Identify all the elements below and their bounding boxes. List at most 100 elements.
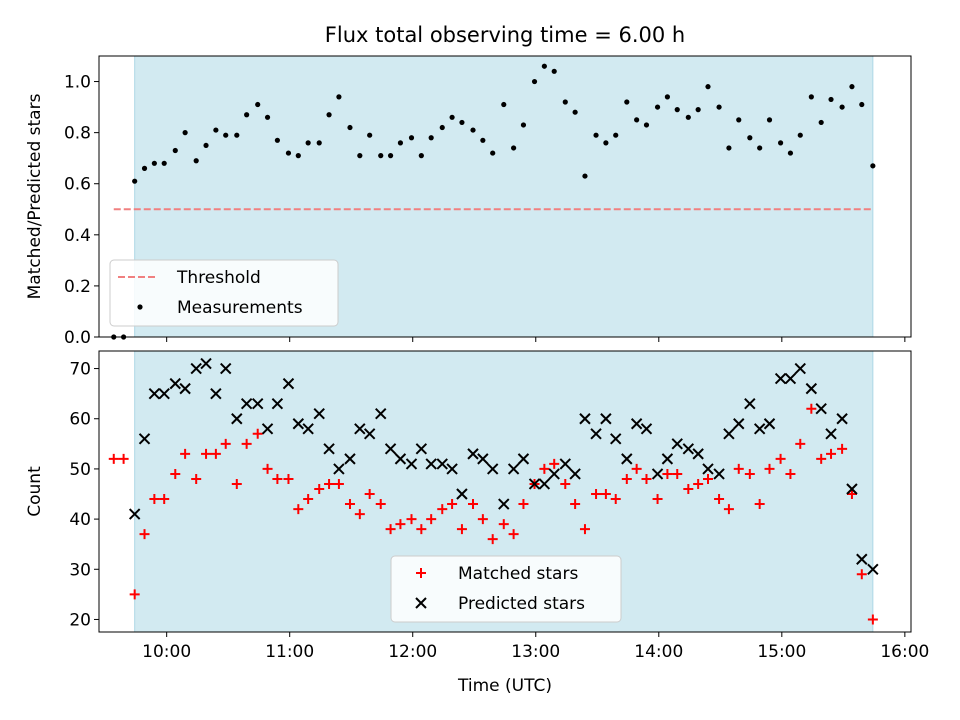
matched-star-point [806, 403, 817, 414]
predicted-star-point [579, 413, 591, 425]
matched-star-point [600, 489, 611, 500]
predicted-star-point [436, 458, 448, 470]
measurement-point [766, 117, 773, 123]
predicted-star-point [702, 463, 714, 475]
predicted-star-point [559, 458, 571, 470]
matched-star-point [662, 468, 673, 479]
measurement-point [326, 112, 332, 118]
predicted-star-point [128, 508, 141, 520]
predicted-star-point [713, 468, 725, 480]
measurement-point [797, 132, 803, 138]
matched-star-point [621, 473, 632, 484]
matched-star-point [733, 463, 744, 474]
matched-star-point [210, 448, 221, 459]
matched-star-point [549, 458, 560, 469]
predicted-star-point [477, 453, 489, 465]
legend-box [109, 259, 339, 327]
measurement-point [562, 99, 568, 105]
measurement-point [295, 153, 301, 159]
measurement-point [223, 132, 229, 138]
predicted-star-point [313, 408, 325, 420]
matched-star-point [437, 504, 448, 515]
matched-star-point [775, 453, 786, 464]
x-tick-label: 13:00 [511, 642, 560, 662]
measurement-point [244, 112, 250, 118]
series-predicted-stars [128, 357, 879, 575]
predicted-star-point [784, 372, 797, 385]
matched-star-point [149, 494, 160, 505]
matched-star-point [180, 448, 191, 459]
predicted-star-point [220, 362, 232, 375]
matched-star-point [426, 514, 437, 525]
measurement-point [654, 104, 661, 110]
measurement-point [470, 127, 476, 133]
x-tick-label: 15:00 [757, 642, 806, 662]
predicted-star-point [271, 397, 284, 410]
measurement-point [777, 140, 784, 146]
measurement-point [480, 137, 486, 143]
matched-star-point [395, 519, 406, 530]
predicted-star-point [415, 443, 428, 455]
matched-star-point [785, 468, 796, 479]
y-tick-label: 0.0 [64, 328, 91, 348]
measurement-point [132, 178, 138, 184]
measurement-point [459, 119, 465, 126]
matched-star-point [118, 453, 129, 464]
matched-star-point [354, 509, 365, 520]
predicted-star-point [600, 413, 612, 425]
series-matched-stars [108, 403, 878, 625]
measurement-point [705, 84, 711, 90]
matched-star-point [262, 463, 273, 474]
measurement-point [234, 132, 240, 138]
matched-star-point [816, 453, 827, 464]
y-tick-label: 40 [69, 510, 91, 530]
matched-star-point [375, 499, 386, 510]
measurement-point [808, 94, 814, 100]
matched-star-point [683, 483, 694, 494]
measurement-point [357, 153, 363, 159]
y-axis-label: Count [25, 466, 45, 517]
measurement-point [305, 140, 311, 146]
measurement-point [582, 173, 588, 179]
measurement-point [828, 96, 834, 103]
matched-star-point [487, 534, 498, 545]
y-tick-label: 0.6 [64, 175, 91, 195]
matched-star-point [856, 569, 867, 580]
predicted-star-point [261, 423, 274, 435]
measurement-point [285, 150, 292, 156]
matched-star-point [518, 499, 529, 510]
matched-star-point [314, 483, 325, 494]
measurement-point [213, 127, 219, 133]
matched-star-point [631, 463, 642, 474]
matched-star-point [293, 504, 304, 515]
measurement-point [501, 101, 507, 108]
predicted-star-point [446, 463, 458, 475]
legend-measurement-swatch [137, 304, 143, 310]
predicted-star-point [763, 418, 776, 430]
predicted-star-point [723, 428, 735, 440]
matched-star-point [272, 473, 283, 484]
measurement-point [664, 94, 671, 100]
predicted-star-point [815, 402, 827, 415]
matched-star-point [610, 494, 621, 505]
y-tick-label: 60 [69, 410, 91, 430]
matched-star-point [846, 489, 857, 500]
axes-frame [98, 55, 912, 338]
measurement-point [695, 107, 701, 113]
matched-star-point [579, 524, 590, 535]
measurement-point [511, 145, 517, 151]
predicted-star-point [640, 423, 653, 435]
predicted-star-point [836, 413, 848, 425]
measurement-point [787, 150, 794, 156]
y-tick-label: 50 [69, 460, 91, 480]
measurement-point [182, 130, 188, 136]
matched-star-point [744, 468, 755, 479]
matched-star-point [714, 494, 725, 505]
x-tick-label: 12:00 [388, 642, 437, 662]
measurement-point [572, 109, 578, 115]
measurement-point [593, 132, 599, 138]
measurement-point [397, 140, 404, 146]
legend-label: Predicted stars [458, 594, 585, 614]
measurement-point [151, 160, 157, 166]
